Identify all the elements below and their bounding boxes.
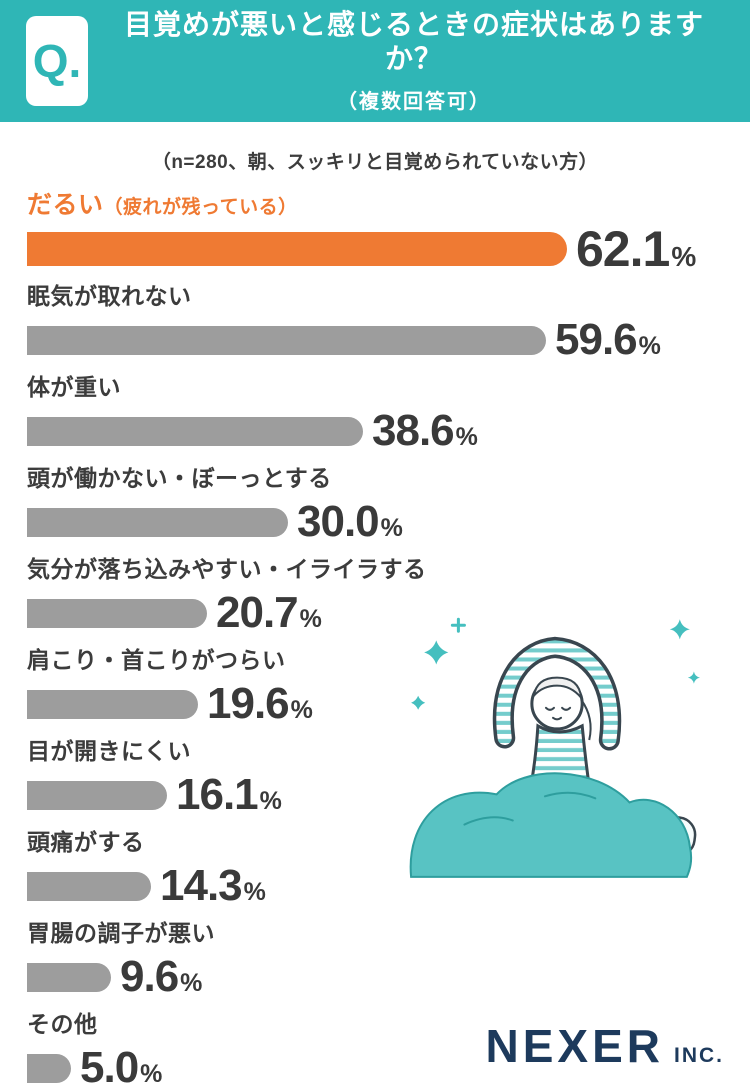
bar-value-number: 62.1: [576, 221, 670, 277]
bar-category-label: 体が重い: [27, 373, 723, 404]
bar-value: 14.3%: [160, 864, 266, 908]
bar-category-main: 眠気が取れない: [27, 283, 192, 309]
bar-value: 20.7%: [216, 591, 322, 635]
bar-value: 62.1%: [576, 224, 696, 274]
bar: [27, 416, 363, 446]
bar-value: 30.0%: [297, 500, 403, 544]
sample-note: （n=280、朝、スッキリと目覚められていない方）: [151, 152, 599, 173]
chart-row: 頭が働かない・ぼーっとする 30.0%: [27, 464, 723, 544]
bar: [27, 325, 546, 355]
bar: [27, 507, 288, 537]
chart-row: その他 5.0%: [27, 1010, 723, 1085]
bar-value-number: 20.7: [216, 588, 299, 637]
bar-category-main: だるい: [27, 191, 104, 219]
bar-category-main: 頭痛がする: [27, 829, 145, 855]
bar-value: 5.0%: [80, 1046, 162, 1085]
bar-line: 14.3%: [27, 864, 723, 908]
bar-value-unit: %: [243, 878, 266, 906]
bar-line: 59.6%: [27, 318, 723, 362]
bar-value-number: 19.6: [207, 679, 290, 728]
bar-value-unit: %: [380, 514, 403, 542]
bar-category-label: 胃腸の調子が悪い: [27, 919, 723, 950]
bar-value-unit: %: [671, 241, 697, 272]
bar-category-label: 眠気が取れない: [27, 282, 723, 313]
bar-category-label: 目が開きにくい: [27, 737, 723, 768]
question-title: 目覚めが悪いと感じるときの症状はありますか？: [123, 9, 704, 74]
brand-logo: NEXER INC.: [486, 1023, 724, 1069]
bar-category-label: その他: [27, 1010, 723, 1041]
bar: [27, 962, 111, 992]
chart-row: 目が開きにくい 16.1%: [27, 737, 723, 817]
bar-category-main: 気分が落ち込みやすい・イライラする: [27, 556, 427, 582]
bar-value-unit: %: [455, 423, 478, 451]
bar-category-label: 頭が働かない・ぼーっとする: [27, 464, 723, 495]
bar-category-label: 気分が落ち込みやすい・イライラする: [27, 555, 723, 586]
bar-value-number: 5.0: [80, 1043, 139, 1085]
bar-value: 19.6%: [207, 682, 313, 726]
bar-line: 30.0%: [27, 500, 723, 544]
bar-value-number: 30.0: [297, 497, 380, 546]
chart-row: 肩こり・首こりがつらい 19.6%: [27, 646, 723, 726]
bar-value-unit: %: [259, 787, 282, 815]
chart-row: 頭痛がする 14.3%: [27, 828, 723, 908]
bar-line: 16.1%: [27, 773, 723, 817]
bar-category-main: 頭が働かない・ぼーっとする: [27, 465, 332, 491]
bar-value-number: 59.6: [555, 315, 638, 364]
bar: [27, 598, 207, 628]
bar-line: 62.1%: [27, 224, 723, 274]
bar-value-number: 9.6: [120, 952, 179, 1001]
bar-chart: だるい（疲れが残っている） 62.1% 眠気が取れない 59.6% 体が重い 38.6% 頭…: [0, 191, 750, 1085]
bar-category-label: 頭痛がする: [27, 828, 723, 859]
bar-value-number: 14.3: [160, 861, 243, 910]
bar-category-label: だるい（疲れが残っている）: [27, 191, 723, 222]
q-badge: Q.: [26, 16, 88, 106]
bar: [27, 232, 567, 266]
bar-line: 5.0%: [27, 1046, 723, 1085]
bar-value: 16.1%: [176, 773, 282, 817]
bar-value-number: 38.6: [372, 406, 455, 455]
bar-category-main: その他: [27, 1011, 98, 1037]
bar-value-unit: %: [140, 1060, 163, 1085]
bar-category-main: 目が開きにくい: [27, 738, 192, 764]
bar-value: 38.6%: [372, 409, 478, 453]
bar: [27, 689, 198, 719]
bar-category-main: 胃腸の調子が悪い: [27, 920, 215, 946]
bar-category-main: 体が重い: [27, 374, 121, 400]
bar-value-unit: %: [638, 332, 661, 360]
bar-line: 19.6%: [27, 682, 723, 726]
question-subtitle: （複数回答可）: [337, 90, 491, 113]
chart-row: 眠気が取れない 59.6%: [27, 282, 723, 362]
brand-name: NEXER: [485, 1020, 664, 1072]
bar: [27, 871, 151, 901]
bar: [27, 1053, 71, 1083]
bar-line: 38.6%: [27, 409, 723, 453]
bar-value-unit: %: [290, 696, 313, 724]
bar-category-label: 肩こり・首こりがつらい: [27, 646, 723, 677]
bar-line: 9.6%: [27, 955, 723, 999]
bar-value-number: 16.1: [176, 770, 259, 819]
bar: [27, 780, 167, 810]
bar-category-sub: （疲れが残っている）: [103, 197, 298, 218]
bar-line: 20.7%: [27, 591, 723, 635]
chart-row: 胃腸の調子が悪い 9.6%: [27, 919, 723, 999]
chart-row: だるい（疲れが残っている） 62.1%: [27, 191, 723, 274]
q-badge-label: Q.: [32, 35, 82, 87]
bar-value: 59.6%: [555, 318, 661, 362]
chart-row: 気分が落ち込みやすい・イライラする 20.7%: [27, 555, 723, 635]
bar-category-main: 肩こり・首こりがつらい: [27, 647, 286, 673]
bar-value-unit: %: [180, 969, 203, 997]
chart-row: 体が重い 38.6%: [27, 373, 723, 453]
question-header: Q. 目覚めが悪いと感じるときの症状はありますか？ （複数回答可）: [0, 0, 750, 122]
bar-value: 9.6%: [120, 955, 202, 999]
bar-value-unit: %: [299, 605, 322, 633]
question-text-block: 目覚めが悪いと感じるときの症状はありますか？ （複数回答可）: [104, 8, 724, 113]
brand-suffix: INC.: [674, 1044, 724, 1067]
